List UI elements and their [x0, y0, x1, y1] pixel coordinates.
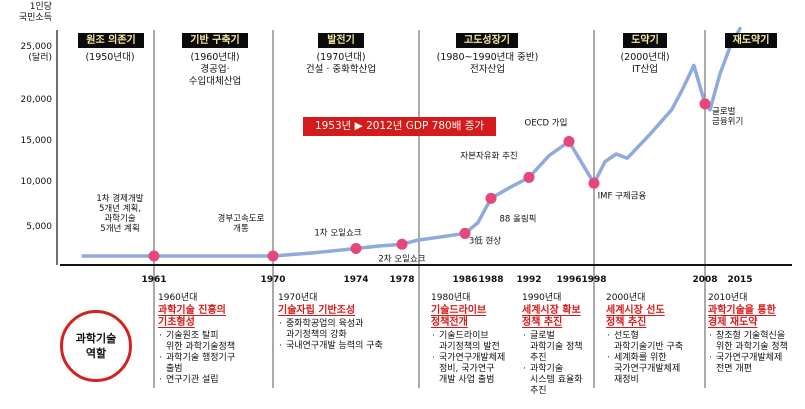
y-tick-label: 10,000: [20, 177, 53, 187]
data-point: [267, 250, 279, 262]
column-decade: 1960년대: [158, 293, 198, 303]
column-1960s: 1960년대 과학기술 진흥의 기초형성 기술원조 탈피 위한 과학기술정책 과…: [158, 293, 273, 386]
point-annotation: 2차 오일쇼크: [378, 254, 425, 264]
data-point: [459, 227, 471, 239]
role-circle: 과학기술 역할: [60, 310, 132, 382]
column-1990s: 1990년대 세계시장 확보 정책 추진 글로벌 과학기술 정책 추진 과학기술…: [522, 293, 604, 397]
data-point: [699, 98, 711, 110]
x-tick-label: 1992: [516, 275, 541, 285]
column-item: 세계화를 위한 국가연구개발체제 재정비: [606, 353, 704, 386]
column-heading: 과학기술을 통한 경제 재도약: [708, 305, 776, 328]
column-2000s: 2000년대 세계시장 선도 정책 추진 선도형 과학기술기반 구축 세계화를 …: [606, 293, 704, 386]
column-item: 중화학공업의 육성과 과기정책의 강화: [278, 319, 428, 341]
column-heading: 세계시장 선도 정책 추진: [606, 305, 665, 328]
era-desc-development: (1970년대) 건설 · 중화학산업: [305, 52, 377, 75]
x-tick-label: 1998: [581, 275, 606, 285]
data-point: [485, 192, 497, 204]
column-decade: 1980년대: [431, 293, 471, 303]
x-tick-label: 1974: [343, 275, 368, 285]
era-desc-aid: (1950년대): [85, 52, 135, 63]
y-tick-label: 20,000: [20, 95, 53, 105]
column-item: 기술드라이브 과기정책의 발전: [431, 331, 523, 353]
column-item: 글로벌 과학기술 정책 추진: [522, 331, 604, 364]
point-annotation: 1차 오일쇼크: [314, 228, 361, 238]
column-item: 선도형 과학기술기반 구축: [606, 331, 704, 353]
x-tick-label: 1970: [260, 275, 285, 285]
column-heading: 기술드라이브 정책전개: [431, 305, 487, 328]
column-1980s: 1980년대 기술드라이브 정책전개 기술드라이브 과기정책의 발전 국가연구개…: [431, 293, 523, 386]
column-item: 국가연구개발체제 전면 개편: [708, 353, 804, 375]
point-annotation: 3低 현상: [469, 235, 501, 246]
era-tag-aid: 원조 의존기: [78, 33, 144, 48]
era-tag-high-growth: 고도성장기: [456, 33, 518, 48]
era-tag-re-leap: 재도약기: [725, 33, 777, 48]
era-tag-leap: 도약기: [623, 33, 667, 48]
point-annotation: OECD 가입: [525, 118, 568, 128]
column-decade: 1990년대: [522, 293, 562, 303]
era-desc-high-growth: (1980~1990년대 중반) 전자산업: [436, 52, 539, 75]
column-decade: 2010년대: [708, 293, 748, 303]
data-point: [350, 242, 362, 254]
column-item: 과학기술 행정기구 출범: [158, 353, 273, 375]
era-desc-leap: (2000년대) IT산업: [620, 52, 670, 75]
column-item: 기술원조 탈피 위한 과학기술정책: [158, 331, 273, 353]
column-item: 과학기술 시스템 효율화 추진: [522, 364, 604, 397]
data-point: [563, 135, 575, 147]
x-tick-label: 2015: [727, 275, 752, 285]
column-heading: 과학기술 진흥의 기초형성: [158, 305, 226, 328]
column-heading: 세계시장 확보 정책 추진: [522, 305, 581, 328]
y-axis-title: 1인당 국민소득: [18, 2, 52, 23]
column-heading: 기술자립 기반조성: [278, 305, 356, 316]
x-tick-label: 1986: [452, 275, 477, 285]
column-item: 국가연구개발체제 정비, 국가연구 개발 사업 출범: [431, 353, 523, 386]
column-decade: 1970년대: [278, 293, 318, 303]
column-item: 연구기관 설립: [158, 375, 273, 386]
data-point: [148, 250, 160, 262]
x-tick-label: 1996: [556, 275, 581, 285]
column-item: 국내연구개발 능력의 구축: [278, 341, 428, 352]
column-item: 창조형 기술혁신을 위한 과학기술 정책: [708, 331, 804, 353]
point-annotation: 글로벌 금융위기: [712, 106, 743, 127]
x-tick-label: 1978: [389, 275, 414, 285]
point-annotation: IMF 구제금융: [598, 191, 647, 201]
data-point: [588, 177, 600, 189]
point-annotation: 경부고속도로 개통: [218, 213, 265, 234]
x-tick-label: 1988: [478, 275, 503, 285]
point-annotation: 1차 경제개발 5개년 계획, 과학기술 5개년 계획: [96, 193, 143, 234]
point-annotation: 88 올림픽: [500, 213, 537, 224]
x-tick-label: 1961: [141, 275, 166, 285]
gdp-banner: 1953년 ▶ 2012년 GDP 780배 증가: [303, 117, 496, 136]
data-point: [523, 171, 535, 183]
y-tick-label: 5,000: [26, 222, 52, 232]
column-decade: 2000년대: [606, 293, 646, 303]
era-desc-foundation: (1960년대) 경공업· 수입대체산업: [188, 52, 242, 87]
y-tick-label: 25,000 (달러): [20, 42, 53, 63]
y-tick-label: 15,000: [20, 136, 53, 146]
column-1970s: 1970년대 기술자립 기반조성 중화학공업의 육성과 과기정책의 강화 국내연…: [278, 293, 428, 352]
x-tick-label: 2008: [692, 275, 717, 285]
era-tag-development: 발전기: [318, 33, 364, 48]
era-tag-foundation: 기반 구축기: [182, 33, 248, 48]
point-annotation: 자본자유화 추진: [460, 150, 517, 161]
role-title: 과학기술 역할: [75, 332, 117, 360]
column-2010s: 2010년대 과학기술을 통한 경제 재도약 창조형 기술혁신을 위한 과학기술…: [708, 293, 804, 375]
data-point: [396, 238, 408, 250]
